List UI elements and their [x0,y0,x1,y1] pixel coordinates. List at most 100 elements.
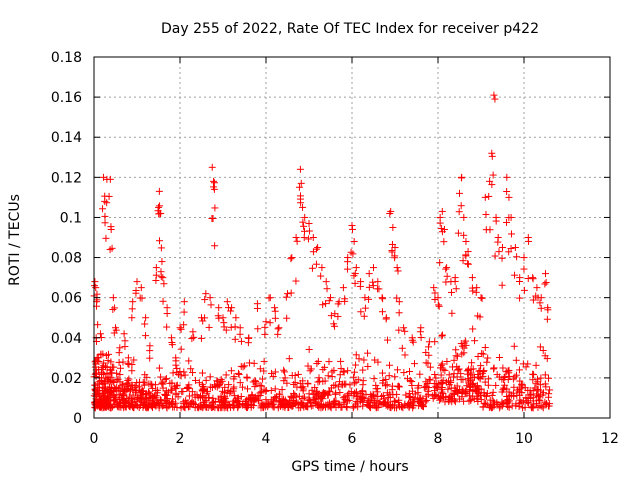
data-point [336,371,344,379]
data-point [361,294,369,302]
data-point [492,381,500,389]
data-point [417,333,425,341]
data-point [236,324,244,332]
x-tick-label: 2 [176,431,185,447]
data-point [102,363,110,371]
data-point [113,369,121,377]
data-point [414,397,422,405]
data-point [132,286,140,294]
data-point [533,399,541,407]
data-point [386,209,394,217]
data-point [321,377,329,385]
data-point [515,366,523,374]
data-point [211,242,219,250]
data-point [312,260,320,268]
data-point [534,393,542,401]
data-point [519,360,527,368]
data-point [505,193,513,201]
data-point [135,404,143,412]
data-point [450,370,458,378]
data-point [176,368,184,376]
data-point [437,224,445,232]
data-point [481,399,489,407]
data-point [271,307,279,315]
data-point [479,350,487,358]
data-point [484,375,492,383]
data-point [177,372,185,380]
data-point [352,264,360,272]
data-point [458,350,466,358]
data-point [366,402,374,410]
data-point [486,226,494,234]
data-point [331,322,339,330]
data-point [483,389,491,397]
data-point [424,387,432,395]
data-point [288,371,296,379]
data-point [465,379,473,387]
data-point [99,205,107,213]
data-point [156,202,164,210]
data-point [308,264,316,272]
data-point [117,402,125,410]
data-point [262,318,270,326]
y-tick-label: 0.04 [51,331,82,347]
data-point [344,367,352,375]
data-point [513,253,521,261]
data-point [103,375,111,383]
data-point [350,389,358,397]
data-point [391,244,399,252]
data-point [437,395,445,403]
data-point [104,403,112,411]
data-point [227,367,235,375]
data-point [163,323,171,331]
data-point [274,330,282,338]
data-point [158,379,166,387]
data-point [488,149,496,157]
data-point [436,219,444,227]
data-point [125,396,133,404]
data-point [382,315,390,323]
data-point [354,403,362,411]
data-point [431,371,439,379]
data-point [536,381,544,389]
data-point [267,369,275,377]
x-axis-title: GPS time / hours [291,459,408,475]
data-point [537,304,545,312]
data-point [211,382,219,390]
data-point [251,378,259,386]
data-point [350,238,358,246]
data-point [136,386,144,394]
data-point [167,400,175,408]
data-point [112,396,120,404]
data-point [321,363,329,371]
data-point [123,395,131,403]
data-point [382,375,390,383]
data-point [330,366,338,374]
data-point [386,393,394,401]
data-point [408,378,416,386]
data-point [431,295,439,303]
data-point [457,174,465,182]
data-point [454,229,462,237]
data-point [279,397,287,405]
data-point [504,367,512,375]
data-point [472,288,480,296]
data-point [198,369,206,377]
data-point [478,349,486,357]
data-point [436,259,444,267]
data-point [351,279,359,287]
data-point [391,373,399,381]
data-point [98,366,106,374]
data-point [393,366,401,374]
data-point [374,392,382,400]
data-point [106,387,114,395]
data-point [452,346,460,354]
data-point [229,397,237,405]
data-point [455,208,463,216]
data-point [177,404,185,412]
data-point [236,330,244,338]
data-point [459,376,467,384]
data-point [426,363,434,371]
data-point [443,358,451,366]
data-point [468,274,476,282]
